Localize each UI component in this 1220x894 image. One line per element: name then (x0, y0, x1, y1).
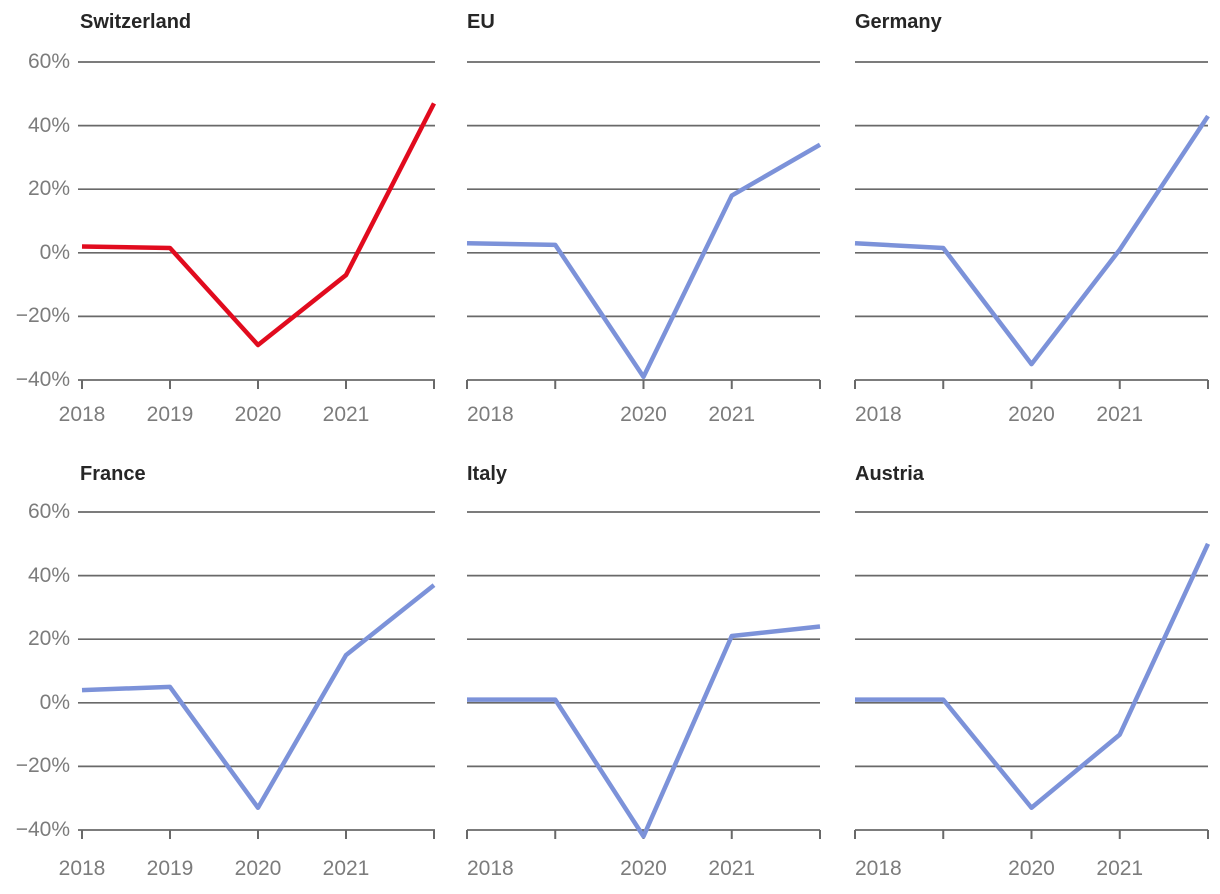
x-axis-label: 2018 (467, 403, 514, 426)
x-axis-label: 2021 (708, 857, 756, 880)
x-axis-label: 2019 (146, 403, 194, 426)
x-axis-label: 2019 (146, 857, 194, 880)
data-line (81, 583, 436, 810)
x-axis-label: 2018 (855, 857, 902, 880)
x-axis-label: 2018 (855, 403, 902, 426)
x-axis-label: 2020 (1008, 403, 1055, 426)
y-axis-label: −20% (15, 304, 70, 328)
y-axis-label: −40% (15, 818, 70, 841)
panel-title: Switzerland (80, 11, 192, 33)
x-axis-label: 2021 (1096, 403, 1144, 426)
x-axis-label: 2020 (620, 857, 667, 880)
x-axis-label: 2020 (1008, 857, 1055, 880)
panel-plot-svg (854, 511, 1211, 839)
y-axis-label: 20% (27, 177, 70, 201)
panel-plot-svg (78, 61, 437, 389)
panel-plot-svg (466, 511, 821, 839)
y-axis-label: 60% (27, 50, 70, 73)
y-axis-label: 20% (27, 627, 70, 651)
panel-title: France (80, 463, 146, 485)
x-axis-label: 2018 (467, 857, 514, 880)
data-line (467, 624, 821, 839)
y-axis-label: 40% (27, 563, 70, 587)
panel-title: Italy (467, 463, 508, 485)
x-axis-label: 2020 (234, 857, 282, 880)
panel-plot-svg (466, 61, 822, 389)
x-axis-label: 2021 (322, 403, 370, 426)
panel-plot-svg (854, 61, 1210, 389)
x-axis-label: 2018 (58, 403, 106, 426)
y-axis-label: 0% (39, 690, 70, 714)
y-axis-label: −20% (15, 754, 70, 778)
y-axis-label: −40% (15, 368, 70, 391)
x-axis-label: 2021 (1096, 857, 1144, 880)
x-axis-label: 2021 (708, 403, 756, 426)
panel-title: Austria (855, 463, 924, 485)
panel-title: Germany (855, 11, 942, 33)
data-line (855, 542, 1211, 810)
x-axis-label: 2020 (234, 403, 282, 426)
data-line (466, 142, 822, 380)
panel-title: EU (467, 11, 495, 33)
x-axis-label: 2018 (58, 857, 106, 880)
x-axis-label: 2020 (620, 403, 667, 426)
x-axis-label: 2021 (322, 857, 370, 880)
data-line (81, 102, 437, 348)
y-axis-label: 40% (27, 113, 70, 137)
data-line (854, 114, 1210, 367)
y-axis-label: 60% (27, 500, 70, 523)
y-axis-label: 0% (39, 240, 70, 264)
panel-plot-svg (78, 511, 436, 839)
